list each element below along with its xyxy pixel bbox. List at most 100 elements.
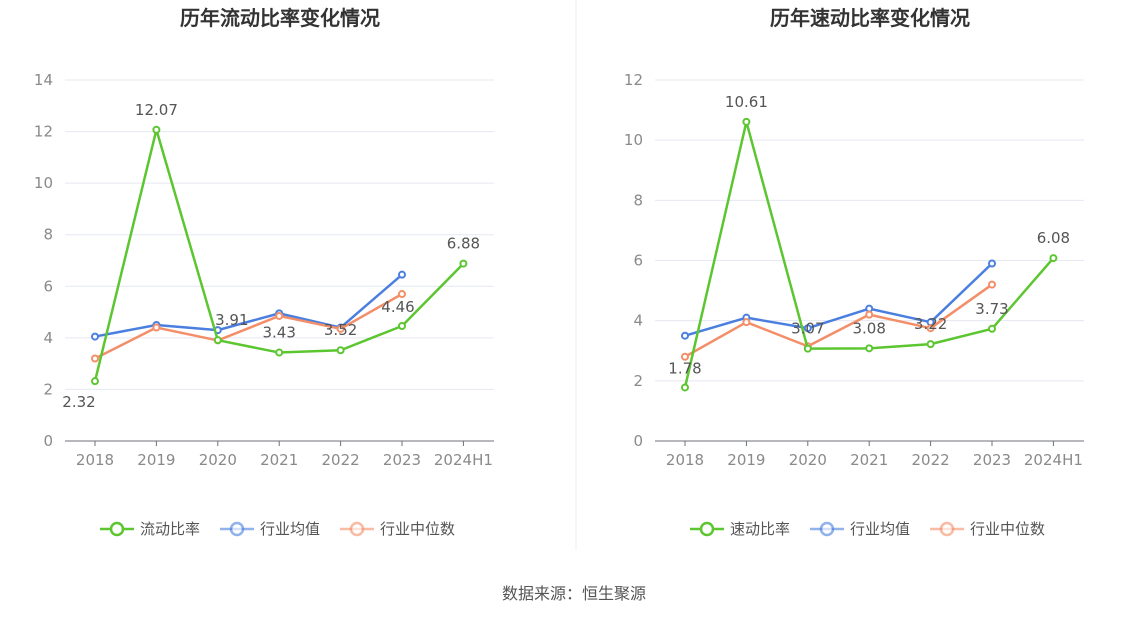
data-point <box>742 117 751 126</box>
data-point <box>988 280 996 289</box>
data-point <box>803 344 812 353</box>
legend-label: 流动比率 <box>140 520 200 538</box>
legend-marker <box>349 521 365 537</box>
data-point <box>275 348 284 357</box>
legend-label: 速动比率 <box>730 520 790 538</box>
legend-marker <box>819 521 835 537</box>
data-point <box>91 332 99 341</box>
legend-marker <box>229 521 245 537</box>
data-point <box>213 336 222 345</box>
data-point <box>865 344 874 353</box>
y-tick-label: 2 <box>43 380 53 398</box>
data-point <box>865 310 874 319</box>
data-point <box>91 354 99 363</box>
legend-marker <box>109 521 125 537</box>
data-point <box>91 377 99 386</box>
legend-marker <box>939 521 955 537</box>
data-label: 6.88 <box>447 235 480 253</box>
data-label: 3.91 <box>215 311 248 329</box>
series-line <box>93 128 465 382</box>
data-label: 3.07 <box>791 320 824 338</box>
x-tick-label: 2023 <box>383 451 421 469</box>
current-ratio-chart: 历年流动比率变化情况 0 2 4 6 8 10 12 14 2018 2019 2020 2021 20… <box>34 6 494 538</box>
data-label: 2.32 <box>62 393 95 411</box>
data-point <box>926 340 935 349</box>
data-point <box>988 259 996 268</box>
y-tick-label: 4 <box>633 312 643 330</box>
x-tick-label: 2024H1 <box>434 451 493 469</box>
legend-marker <box>699 521 715 537</box>
data-point <box>398 290 406 299</box>
legend-label: 行业均值 <box>260 520 320 538</box>
y-tick-label: 8 <box>633 191 643 209</box>
data-label: 3.08 <box>852 319 885 337</box>
quick-ratio-chart: 历年速动比率变化情况 0 2 4 6 8 10 12 2018 2019 2020 2021 2022… <box>624 6 1084 538</box>
series-line <box>94 273 403 338</box>
data-label: 1.78 <box>668 359 701 377</box>
y-tick-label: 0 <box>633 432 643 450</box>
y-tick-label: 10 <box>34 174 53 192</box>
data-point <box>1049 254 1058 263</box>
x-tick-label: 2019 <box>137 451 175 469</box>
data-label: 3.22 <box>914 315 947 333</box>
y-tick-label: 10 <box>624 131 643 149</box>
data-label: 10.61 <box>725 93 768 111</box>
data-label: 12.07 <box>135 101 178 119</box>
legend-item[interactable]: 流动比率 <box>100 520 200 538</box>
source-note: 数据来源：恒生聚源 <box>502 584 646 603</box>
data-point <box>398 321 406 330</box>
data-label: 3.73 <box>975 300 1008 318</box>
y-tick-label: 12 <box>624 71 643 89</box>
legend-label: 行业中位数 <box>380 520 455 538</box>
x-tick-label: 2018 <box>666 451 704 469</box>
x-tick-label: 2021 <box>850 451 888 469</box>
data-point <box>275 311 284 320</box>
legend-item[interactable]: 行业中位数 <box>340 520 455 538</box>
x-tick-label: 2019 <box>727 451 765 469</box>
data-point <box>681 331 689 340</box>
x-tick-label: 2020 <box>789 451 827 469</box>
x-tick-label: 2022 <box>322 451 360 469</box>
chart-title: 历年流动比率变化情况 <box>180 6 380 30</box>
data-point <box>152 125 161 134</box>
chart-title: 历年速动比率变化情况 <box>770 6 970 30</box>
y-tick-label: 6 <box>633 252 643 270</box>
data-point <box>681 352 689 361</box>
series-line <box>684 262 993 337</box>
data-point <box>336 324 345 333</box>
series-line <box>684 283 993 358</box>
data-point <box>926 324 935 333</box>
data-point <box>681 383 689 392</box>
data-label: 4.46 <box>381 298 414 316</box>
y-tick-label: 0 <box>43 432 53 450</box>
legend-item[interactable]: 行业中位数 <box>930 520 1045 538</box>
x-tick-label: 2018 <box>76 451 114 469</box>
data-point <box>459 259 468 268</box>
legend-label: 行业中位数 <box>970 520 1045 538</box>
data-point <box>803 324 812 333</box>
legend-label: 行业均值 <box>850 520 910 538</box>
data-label: 3.43 <box>262 324 295 342</box>
data-point <box>742 318 751 327</box>
legend-item[interactable]: 速动比率 <box>690 520 790 538</box>
y-tick-label: 8 <box>43 226 53 244</box>
data-point <box>336 346 345 355</box>
y-tick-label: 2 <box>633 372 643 390</box>
x-tick-label: 2020 <box>199 451 237 469</box>
x-tick-label: 2022 <box>912 451 950 469</box>
data-point <box>988 324 996 333</box>
y-tick-label: 14 <box>34 71 53 89</box>
x-tick-label: 2021 <box>260 451 298 469</box>
y-tick-label: 12 <box>34 123 53 141</box>
data-label: 6.08 <box>1037 229 1070 247</box>
y-tick-label: 4 <box>43 329 53 347</box>
data-label: 3.52 <box>324 321 357 339</box>
legend-item[interactable]: 行业均值 <box>810 520 910 538</box>
legend-item[interactable]: 行业均值 <box>220 520 320 538</box>
x-tick-label: 2023 <box>973 451 1011 469</box>
data-point <box>152 323 161 332</box>
data-point <box>398 270 406 279</box>
y-tick-label: 6 <box>43 277 53 295</box>
series-line <box>94 292 403 360</box>
